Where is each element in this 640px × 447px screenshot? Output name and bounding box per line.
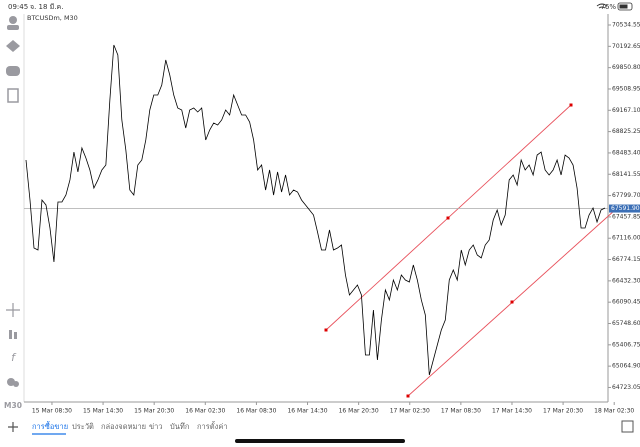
- y-tick-label: 67457.85: [612, 213, 640, 220]
- tab[interactable]: ข่าว: [149, 422, 163, 431]
- channel-drawing[interactable]: [324, 103, 616, 398]
- status-date: จ. 18 มี.ค.: [30, 3, 63, 11]
- y-tick-label: 70534.55: [612, 22, 640, 29]
- y-tick-label: 64723.05: [612, 384, 640, 391]
- x-tick-label: 16 Mar 02:30: [185, 408, 225, 415]
- x-tick-label: 17 Mar 20:30: [543, 408, 583, 415]
- y-tick-label: 66090.45: [612, 299, 640, 306]
- add-button[interactable]: [8, 422, 18, 432]
- tab-bar: การซื้อขาย ประวัติ กล่องจดหมาย ข่าว บันท…: [8, 420, 634, 443]
- objects-icon-2: [13, 381, 19, 387]
- left-toolbar: f M30: [4, 16, 22, 410]
- candle-icon[interactable]: [9, 330, 12, 339]
- battery-icon: [617, 2, 633, 11]
- channel-handle[interactable]: [569, 103, 573, 107]
- new-order-icon[interactable]: [7, 88, 19, 103]
- trade-icon[interactable]: [6, 40, 20, 52]
- channel-handle[interactable]: [446, 216, 450, 220]
- status-time: 09:45: [8, 3, 28, 11]
- x-tick-label: 17 Mar 08:30: [441, 408, 481, 415]
- symbol-label: BTCUSDm, M30: [27, 14, 78, 22]
- tab[interactable]: การซื้อขาย: [32, 421, 68, 431]
- tab[interactable]: การตั้งค่า: [197, 421, 228, 431]
- y-tick-label: 70192.65: [612, 43, 640, 50]
- chat-icon[interactable]: [6, 66, 20, 76]
- y-tick-label: 68825.25: [612, 128, 640, 135]
- current-price-box: [609, 204, 640, 213]
- price-line: [25, 44, 606, 376]
- y-tick-label: 69850.80: [612, 64, 640, 71]
- x-tick-label: 18 Mar 02:30: [594, 408, 634, 415]
- home-indicator: [235, 439, 405, 443]
- tab[interactable]: บันทึก: [170, 422, 189, 431]
- channel-handle[interactable]: [510, 300, 514, 304]
- y-tick-label: 66774.15: [612, 256, 640, 263]
- account-icon[interactable]: [9, 16, 17, 24]
- candle-icon-2: [14, 332, 17, 339]
- y-tick-label: 67116.00: [612, 235, 640, 242]
- current-price-label: 67591.90: [611, 205, 640, 212]
- tab[interactable]: ประวัติ: [72, 422, 94, 431]
- y-tick-label: 66432.30: [612, 277, 640, 284]
- y-tick-label: 68141.55: [612, 171, 640, 178]
- channel-handle[interactable]: [324, 328, 328, 332]
- tab[interactable]: กล่องจดหมาย: [101, 422, 146, 431]
- y-tick-label: 69167.10: [612, 107, 640, 114]
- x-tick-label: 15 Mar 14:30: [83, 408, 123, 415]
- battery-fill: [619, 4, 628, 9]
- x-tick-label: 15 Mar 20:30: [134, 408, 174, 415]
- y-tick-label: 65406.75: [612, 341, 640, 348]
- x-tick-label: 16 Mar 08:30: [236, 408, 276, 415]
- timeframe-button[interactable]: M30: [4, 401, 22, 410]
- layout-button[interactable]: [621, 420, 634, 433]
- y-tick-label: 65064.90: [612, 363, 640, 370]
- plot: 70534.55 70192.65 69850.80 69508.95 69167.10…: [24, 22, 640, 415]
- y-tick-label: 69508.95: [612, 85, 640, 92]
- x-tick-label: 15 Mar 08:30: [32, 408, 72, 415]
- y-tick-label: 67799.70: [612, 192, 640, 199]
- x-tick-label: 17 Mar 14:30: [492, 408, 532, 415]
- indicator-icon[interactable]: f: [11, 351, 17, 364]
- y-tick-label: 65748.60: [612, 320, 640, 327]
- x-tick-label: 17 Mar 02:30: [390, 408, 430, 415]
- channel-handle[interactable]: [406, 394, 410, 398]
- x-tick-label: 16 Mar 14:30: [287, 408, 327, 415]
- account-icon-body: [7, 25, 19, 30]
- battery-level: 76%: [600, 3, 616, 11]
- x-tick-label: 16 Mar 20:30: [339, 408, 379, 415]
- crosshair-icon[interactable]: [6, 303, 20, 317]
- y-tick-label: 68483.40: [612, 149, 640, 156]
- wifi-icon: [596, 3, 608, 9]
